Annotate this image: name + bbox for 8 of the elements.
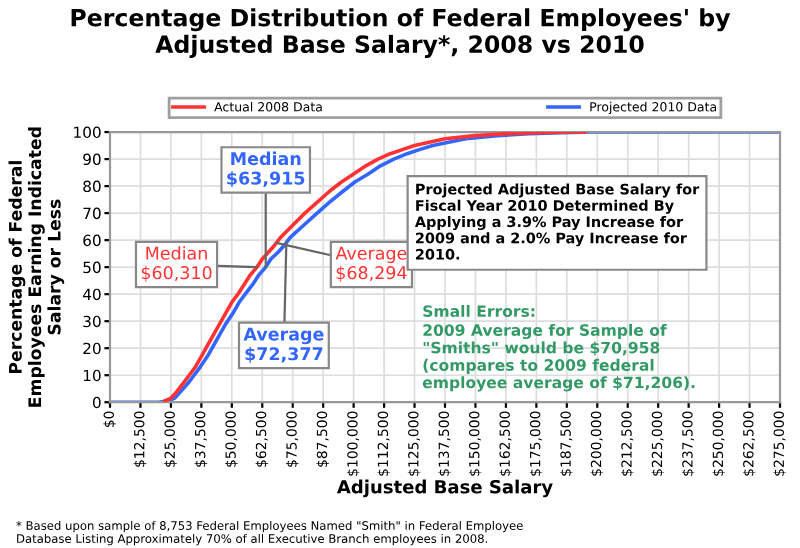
y-axis-title: Percentage of Federal Employees Earning Indicated Salary or Less	[8, 127, 65, 407]
line-series	[110, 132, 780, 403]
annotation: Median $60,310	[141, 246, 212, 282]
annotation: Average $68,294	[335, 246, 407, 282]
annotation: Median $63,915	[227, 151, 305, 188]
chart-title: Percentage Distribution of Federal Employees' by Adjusted Base Salary*, 2008 vs 2010	[71, 8, 731, 58]
annotation: Average $72,377	[243, 327, 324, 363]
x-axis-title: Adjusted Base Salary	[336, 479, 553, 498]
